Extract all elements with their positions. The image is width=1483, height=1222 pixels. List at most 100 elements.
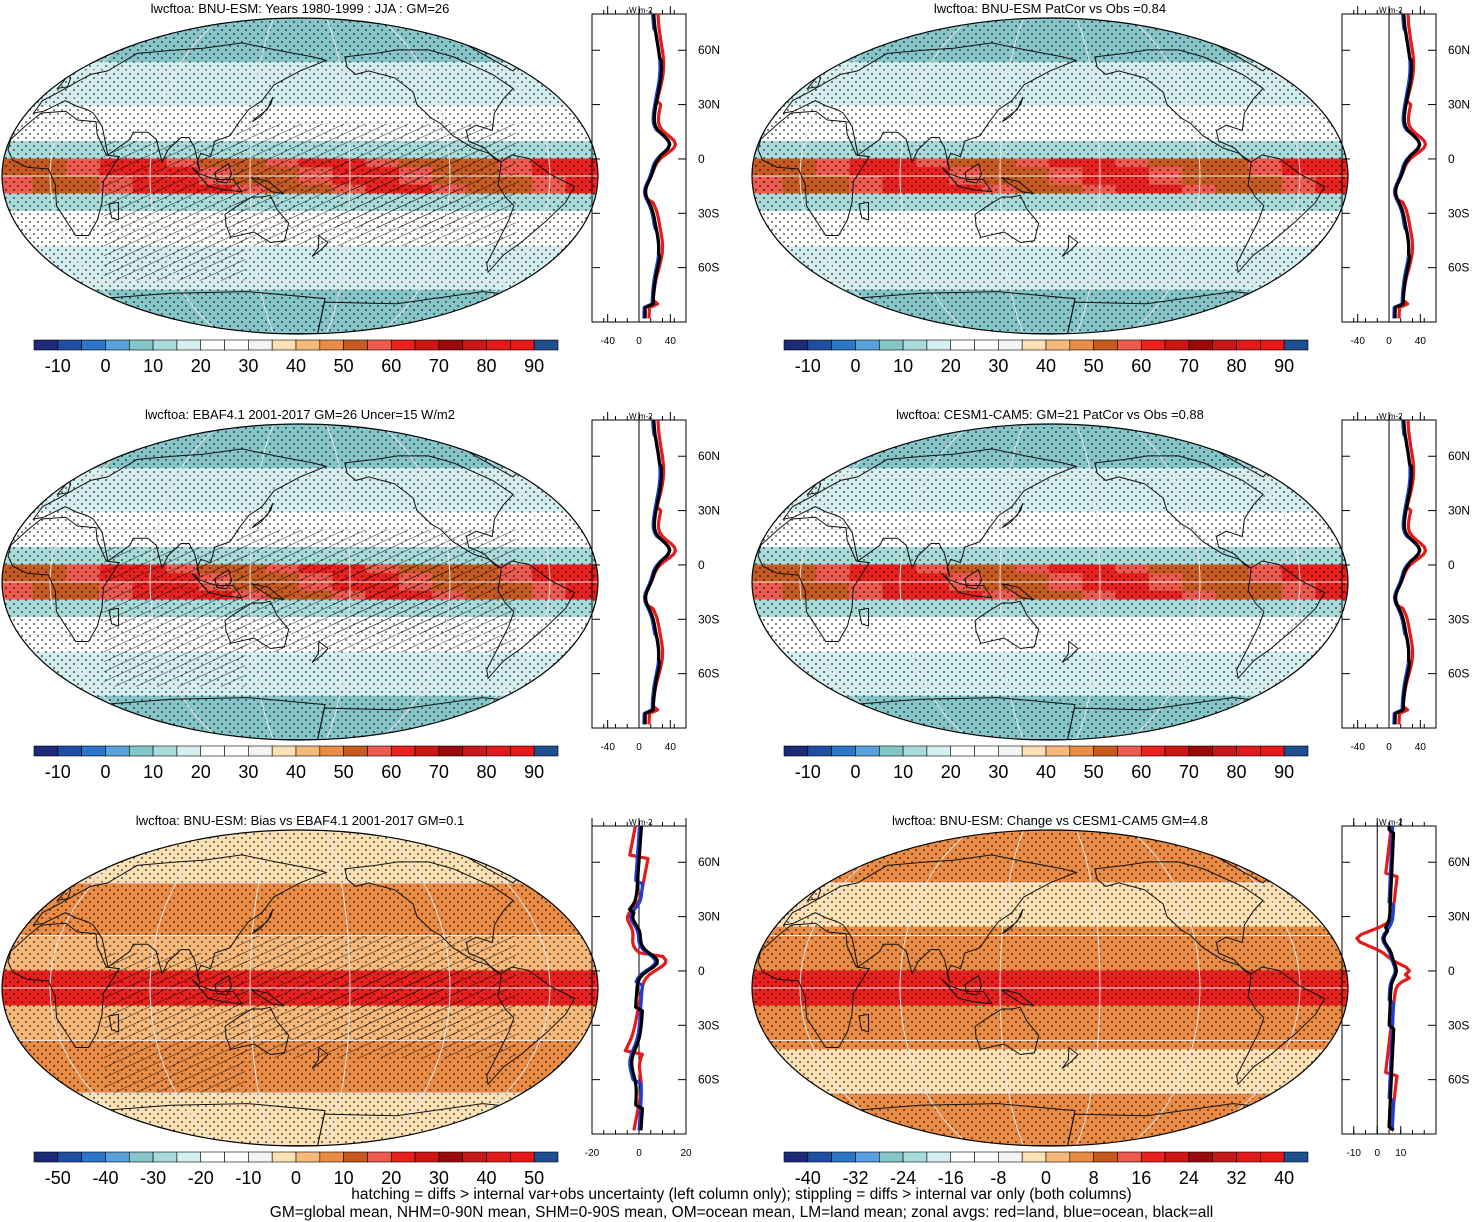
colorbar-label: 40 [1274,1168,1294,1188]
zonal-all-line [1395,420,1420,724]
colorbar-swatch [975,746,999,756]
panel-cesm1-cam5: lwcftoa: CESM1-CAM5: GM=21 PatCor vs Obs… [750,406,1483,810]
colorbar-label: 30 [429,1168,449,1188]
lat-label: 30S [698,206,719,220]
colorbar-swatch [296,340,320,350]
lat-label: 30N [1448,98,1470,112]
colorbar-label: 10 [143,762,163,782]
colorbar-swatch [415,746,439,756]
colorbar-swatch [177,1152,201,1162]
lat-label: 30S [1448,612,1469,626]
colorbar-label: -40 [92,1168,118,1188]
units-label: W m-2 [629,6,653,15]
x-tick-label: 0 [1386,742,1392,753]
lat-label: 30N [698,504,720,518]
colorbar-label: 8 [1089,1168,1099,1188]
colorbar-swatch [832,1152,856,1162]
colorbar-swatch [951,340,975,350]
colorbar-swatch [1213,1152,1237,1162]
colorbar-swatch [998,1152,1022,1162]
colorbar-swatch [320,340,344,350]
lat-label: 0 [1448,964,1455,978]
colorbar-label: 50 [334,356,354,376]
colorbar-swatch [272,340,296,350]
lat-label: 0 [698,558,705,572]
colorbar-label: 60 [1131,762,1151,782]
colorbar-label: -10 [45,356,71,376]
colorbar-swatch [415,1152,439,1162]
colorbar-swatch [879,746,903,756]
colorbar-label: 90 [1274,762,1294,782]
lat-label: 30S [1448,1018,1469,1032]
colorbar-swatch [225,1152,249,1162]
x-tick-label: 40 [665,742,677,753]
colorbar-swatch [105,1152,129,1162]
colorbar-label: 30 [238,356,258,376]
colorbar-label: -30 [140,1168,166,1188]
colorbar-swatch [153,746,177,756]
colorbar-swatch [951,1152,975,1162]
colorbar-swatch [784,746,808,756]
colorbar-label: 20 [941,356,961,376]
x-tick-label: 10 [1395,1148,1407,1159]
colorbar-label: 10 [893,762,913,782]
colorbar-swatch [272,1152,296,1162]
colorbar-swatch [1046,746,1070,756]
colorbar-swatch [487,1152,511,1162]
colorbar-swatch [784,1152,808,1162]
x-tick-label: 0 [1386,336,1392,347]
lat-label: 30N [1448,910,1470,924]
colorbar-swatch [1094,1152,1118,1162]
lat-label: 30N [698,910,720,924]
lat-label: 30S [698,1018,719,1032]
colorbar-swatch [1046,1152,1070,1162]
colorbar-swatch [153,340,177,350]
lat-label: 60N [1448,43,1470,57]
lat-label: 60S [1448,261,1469,275]
colorbar-swatch [927,746,951,756]
colorbar-swatch [975,340,999,350]
colorbar-swatch [201,746,225,756]
colorbar-label: 40 [1036,762,1056,782]
colorbar-swatch [879,340,903,350]
colorbar-label: 80 [1227,356,1247,376]
colorbar-swatch [34,340,58,350]
colorbar-swatch [391,1152,415,1162]
colorbar-label: 10 [334,1168,354,1188]
lat-label: 0 [698,964,705,978]
colorbar-label: -50 [45,1168,71,1188]
colorbar-swatch [439,1152,463,1162]
lat-label: 60N [1448,855,1470,869]
panel-change-vs-cesm: lwcftoa: BNU-ESM: Change vs CESM1-CAM5 G… [750,812,1483,1216]
x-tick-label: 0 [1374,1148,1380,1159]
colorbar-label: -16 [938,1168,964,1188]
colorbar-swatch [1260,1152,1284,1162]
colorbar-swatch [998,340,1022,350]
x-tick-label: 0 [636,742,642,753]
colorbar-swatch [1165,746,1189,756]
colorbar-label: 0 [1041,1168,1051,1188]
colorbar-label: 80 [477,356,497,376]
colorbar-label: 16 [1131,1168,1151,1188]
x-tick-label: 40 [1415,742,1427,753]
panel-bnu-esm-climatology: lwcftoa: BNU-ESM: Years 1980-1999 : JJA … [0,0,740,404]
colorbar-swatch [225,340,249,350]
colorbar-swatch [534,1152,558,1162]
colorbar-label: 40 [1036,356,1056,376]
colorbar-label: 40 [477,1168,497,1188]
robinson-map [750,16,1350,336]
colorbar-swatch [951,746,975,756]
panel-title: lwcftoa: CESM1-CAM5: GM=21 PatCor vs Obs… [750,407,1350,422]
colorbar-swatch [58,1152,82,1162]
colorbar-swatch [1260,340,1284,350]
colorbar-label: 20 [381,1168,401,1188]
colorbar-swatch [927,340,951,350]
colorbar-swatch [1189,746,1213,756]
colorbar-label: 50 [1084,762,1104,782]
colorbar-swatch [1284,1152,1308,1162]
lat-label: 30S [1448,206,1469,220]
colorbar-label: 0 [850,762,860,782]
x-tick-label: 40 [1415,336,1427,347]
colorbar-swatch [272,746,296,756]
